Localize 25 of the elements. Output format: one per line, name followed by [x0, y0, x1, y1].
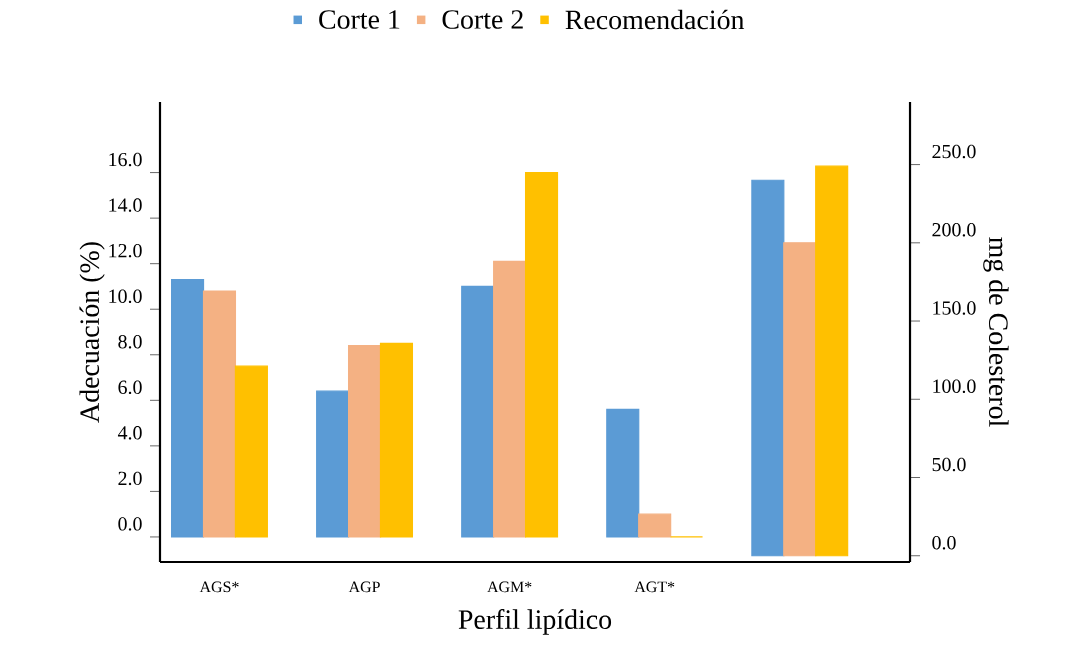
y-tick-label: 10.0 — [109, 289, 142, 303]
legend-label: Recomendación — [565, 9, 745, 30]
y2-tick-label: 200.0 — [932, 223, 976, 237]
y2-tick-label: 150.0 — [933, 301, 976, 315]
x-tick-label: AGP — [348, 581, 380, 593]
y-tick-label: 8.0 — [118, 335, 142, 349]
x-tick-label: AGM* — [487, 581, 532, 593]
y-tick-label: 4.0 — [117, 426, 142, 440]
y-tick-label: 12.0 — [109, 243, 142, 258]
y-axis-title: Adecuación (%) — [79, 242, 105, 423]
y2-tick-label: 0.0 — [932, 535, 956, 550]
x-tick-label: AGS* — [199, 581, 239, 593]
y2-tick-label: 250.0 — [932, 144, 976, 159]
x-tick-label: AGT* — [634, 581, 675, 593]
y-tick-label: 2.0 — [118, 471, 142, 486]
y2-tick-label: 50.0 — [932, 457, 966, 472]
y2-axis-title: mg de Colesterol — [983, 237, 1009, 427]
legend-label: Corte 2 — [442, 10, 523, 29]
y-tick-label: 0.0 — [118, 517, 142, 531]
y-tick-label: 6.0 — [118, 380, 142, 395]
y-tick-label: 16.0 — [109, 152, 142, 167]
x-axis-title: Perfil lipídico — [458, 609, 612, 635]
y2-tick-label: 100.0 — [933, 379, 976, 394]
y-tick-label: 14.0 — [109, 198, 142, 212]
legend-label: Corte 1 — [319, 10, 400, 29]
